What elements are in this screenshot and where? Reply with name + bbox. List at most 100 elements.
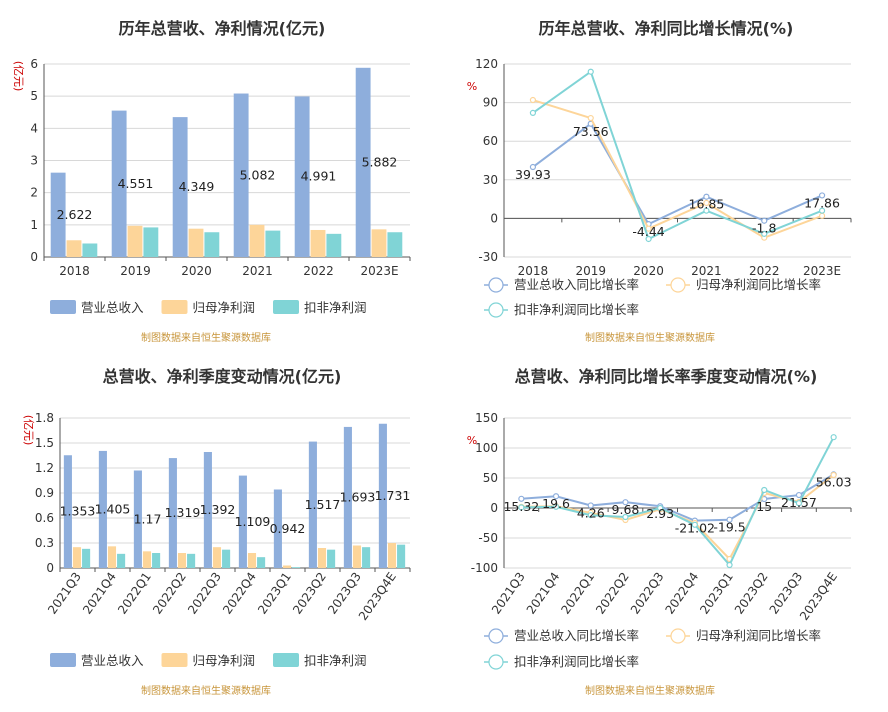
x-tick-label: 2023Q2 [732,570,771,617]
legend-marker [488,654,504,670]
data-label: -4.44 [632,224,664,239]
x-tick-label: 2022 [303,264,334,278]
source-note: 制图数据来自恒生聚源数据库 [585,331,715,344]
bar [168,458,177,568]
data-point [818,192,826,199]
legend-label: 归母净利润 [193,653,256,668]
y-tick-label: 6 [30,57,38,71]
data-label: -21.02 [675,521,715,536]
x-tick-label: 2019 [575,264,606,278]
data-label: 1.405 [95,501,131,516]
y-tick-label: 0.3 [35,536,54,550]
legend-label: 营业总收入同比增长率 [514,277,639,292]
data-label: 4.349 [179,179,215,194]
data-label: 4.551 [118,176,154,191]
data-label: 1.392 [200,502,236,517]
y-tick-label: 0 [30,250,38,264]
legend-label: 营业总收入 [81,653,144,668]
data-point [622,513,629,521]
bar [82,243,98,257]
data-label: 1.109 [235,514,271,529]
data-point [518,504,525,511]
quarterly-growth-chart: 总营收、净利同比增长率季度变动情况(%)% -100 -50 0 50 100 150 202… [444,356,888,712]
data-label: -1.8 [752,221,776,236]
y-tick-label: 0 [46,561,54,575]
legend-marker [488,628,504,644]
bar [82,548,91,568]
data-label: 1.319 [165,505,201,520]
data-label: 19.6 [542,496,570,511]
x-tick-label: 2023Q1 [697,570,736,617]
y-tick-label: 120 [475,57,498,71]
bar [66,240,82,257]
x-tick-label: 2018 [59,264,90,278]
data-point [830,434,837,441]
legend-label: 扣非净利润 [304,300,367,315]
bar [172,117,188,257]
bar [238,475,247,568]
x-tick-label: 2022Q1 [115,570,154,617]
bar [292,567,301,568]
y-tick-label: 5 [30,89,38,103]
bar [371,229,387,257]
data-label: 15.32 [503,499,539,514]
bar [387,232,403,257]
bar [204,232,220,257]
bar [188,228,204,257]
data-label: 1.731 [375,488,411,503]
y-tick-label: 90 [483,96,498,110]
bar [327,549,336,568]
x-tick-label: 2023E [360,264,398,278]
data-label: 39.93 [515,167,551,182]
chart-title: 历年总营收、净利同比增长情况(%) [539,19,794,38]
bar [273,489,282,568]
data-label: 1.17 [134,511,162,526]
x-tick-label: 2022Q3 [628,570,667,617]
x-tick-label: 2018 [518,264,549,278]
data-label: 17.86 [804,195,840,210]
bar [98,450,107,568]
bar [355,67,371,257]
bar [249,224,265,257]
data-label: 4.26 [577,505,605,520]
data-label: 73.56 [573,124,609,139]
data-point [818,207,826,214]
legend-swatch [161,653,188,667]
annual-values-chart: 历年总营收、净利情况(亿元) (亿元) 0 1 2 3 4 5 6 2018 2019 2020 202… [0,0,444,356]
bar [111,110,127,257]
quarterly-values-chart: 总营收、净利季度变动情况(亿元) (亿元) 0 0.3 0.6 0.9 1.2 1.5 1.8 2… [0,356,444,712]
x-tick-label: 2021Q3 [45,570,84,617]
annual-growth-svg: 历年总营收、净利同比增长情况(%)% -30 0 30 60 90 120 2018 2019 2… [467,19,852,344]
bar [343,426,352,568]
y-unit-label: % [467,434,477,447]
data-point [587,512,594,519]
x-tick-label: 2019 [120,264,151,278]
y-tick-label: -30 [478,250,498,264]
x-tick-label: 2020 [633,264,664,278]
x-tick-label: 2021 [691,264,722,278]
y-tick-label: 0.9 [35,486,54,500]
y-tick-label: 1 [30,218,38,232]
data-label: 56.03 [816,474,852,489]
x-tick-label: 2022 [749,264,780,278]
data-point [587,68,594,75]
data-label: 1.693 [340,489,376,504]
x-tick-label: 2022Q3 [185,570,224,617]
bar [362,547,371,568]
legend-marker [670,628,686,644]
bar [317,548,327,568]
annual-values-svg: 历年总营收、净利情况(亿元) (亿元) 0 1 2 3 4 5 6 2018 2019 2020 202… [12,19,411,344]
y-tick-label: 2 [30,186,38,200]
bar [397,544,406,568]
source-note: 制图数据来自恒生聚源数据库 [585,684,715,697]
quarterly-values-svg: 总营收、净利季度变动情况(亿元) (亿元) 0 0.3 0.6 0.9 1.2 1.5 1.8 2… [22,367,411,697]
data-point [529,109,537,116]
y-tick-label: 150 [475,411,498,425]
x-tick-label: 2021Q3 [489,570,528,617]
bar [63,455,72,568]
data-point [552,503,560,510]
data-label: 0.942 [270,521,306,536]
y-tick-label: 30 [483,173,498,187]
legend-marker [488,277,504,293]
legend-swatch [161,300,188,314]
